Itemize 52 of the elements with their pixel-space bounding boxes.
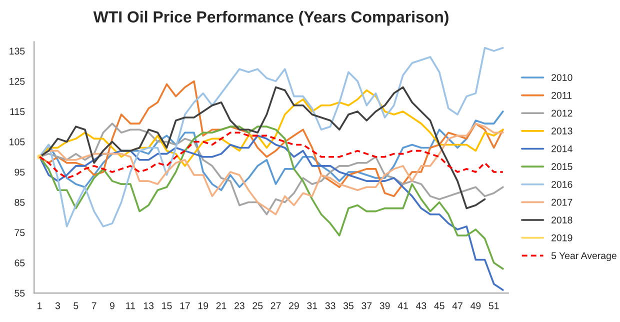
x-tick-label: 17 (180, 302, 190, 310)
y-tick-label: 85 (14, 198, 25, 206)
y-tick-label: 105 (10, 138, 25, 146)
x-tick-label: 23 (234, 302, 244, 310)
legend-label: 2012 (552, 110, 572, 117)
x-tick-label: 47 (452, 302, 462, 310)
x-tick-label: 15 (162, 302, 172, 310)
y-tick-label: 135 (10, 48, 25, 55)
x-tick-label: 21 (216, 302, 226, 310)
x-tick-label: 43 (416, 302, 426, 310)
legend-label: 5 Year Average (551, 252, 616, 262)
x-tick-label: 35 (343, 302, 354, 310)
x-tick-label: 11 (126, 302, 135, 310)
y-tick-label: 75 (14, 229, 25, 236)
y-tick-label: 65 (14, 259, 25, 266)
x-tick-label: 37 (362, 302, 372, 310)
x-tick-label: 39 (380, 302, 390, 310)
x-tick-label: 25 (252, 302, 263, 310)
legend-label: 2017 (552, 198, 572, 206)
line-series (38, 47, 504, 228)
line-series (38, 126, 504, 270)
line-series (38, 86, 486, 210)
y-tick-label: 115 (10, 108, 25, 116)
y-tick-label: 55 (14, 290, 25, 297)
legend-label: 2016 (552, 180, 572, 188)
x-tick-label: 51 (488, 302, 499, 310)
legend-label: 2011 (552, 92, 572, 99)
y-tick-label: 125 (10, 78, 25, 85)
x-tick-label: 5 (74, 302, 78, 310)
legend-label: 2013 (552, 128, 572, 134)
x-tick-label: 13 (144, 302, 154, 310)
x-tick-label: 9 (110, 302, 114, 310)
legend-label: 2014 (552, 145, 572, 152)
y-tick-label: 95 (14, 168, 25, 176)
chart-title: WTI Oil Price Performance (Years Comparison) (93, 10, 448, 26)
x-tick-label: 27 (270, 302, 281, 310)
line-series (38, 134, 504, 291)
legend-label: 2019 (552, 234, 572, 242)
x-tick-label: 41 (398, 302, 408, 310)
x-tick-label: 7 (92, 302, 96, 310)
x-tick-label: 33 (325, 302, 336, 310)
x-tick-label: 31 (307, 302, 318, 310)
x-tick-label: 1 (38, 302, 42, 310)
x-tick-label: 45 (434, 302, 444, 310)
line-series (38, 132, 504, 179)
legend-label: 2010 (552, 74, 572, 81)
x-tick-label: 3 (55, 302, 60, 310)
x-tick-label: 19 (198, 302, 208, 310)
x-tick-label: 49 (470, 302, 481, 310)
legend-label: 2015 (552, 163, 572, 170)
x-tick-label: 29 (289, 302, 299, 310)
legend-label: 2018 (552, 216, 572, 224)
